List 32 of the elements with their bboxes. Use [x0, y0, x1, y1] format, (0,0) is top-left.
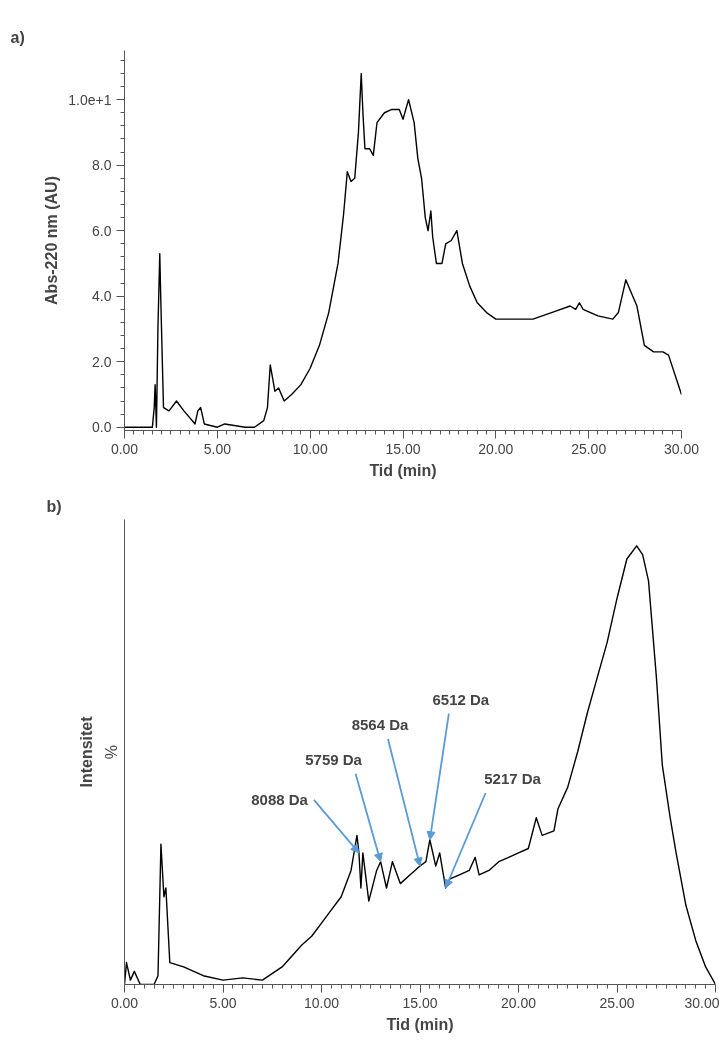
x-tick-label: 25.00: [599, 994, 635, 1011]
y-axis-title: Intensitet: [77, 715, 95, 788]
annotation: 8088 Da: [251, 791, 309, 809]
y-tick-label: 0.0: [92, 419, 112, 436]
annotation: 6512 Da: [432, 690, 490, 708]
x-tick-label: 10.00: [292, 440, 328, 457]
x-tick-label: 30.00: [684, 994, 719, 1011]
x-axis-title: Tid (min): [369, 461, 437, 479]
x-tick-label: 15.00: [385, 440, 421, 457]
chart-title: b): [46, 497, 62, 515]
x-tick-label: 5.00: [209, 994, 237, 1011]
y-axis-title: Abs-220 nm (AU): [43, 176, 61, 305]
y-tick-label: 6.0: [92, 222, 112, 239]
annotation: 5217 Da: [484, 769, 542, 787]
x-tick-label: 5.00: [203, 440, 232, 457]
y-tick-label: 2.0: [92, 353, 112, 370]
x-tick-label: 25.00: [571, 440, 607, 457]
chart-title: a): [10, 28, 25, 46]
x-tick-label: 10.00: [303, 994, 340, 1011]
x-tick-label: 30.00: [663, 440, 700, 457]
x-tick-label: 20.00: [478, 440, 514, 457]
x-axis-title: Tid (min): [386, 1015, 454, 1033]
y-tick-label: 1.0e+1: [68, 91, 112, 108]
y-tick-label: 4.0: [92, 288, 112, 305]
x-tick-label: 0.00: [110, 994, 139, 1011]
x-tick-label: 0.00: [110, 440, 139, 457]
x-tick-label: 20.00: [500, 994, 537, 1011]
text: %: [102, 744, 120, 760]
annotation: 5759 Da: [305, 750, 363, 768]
y-tick-label: 8.0: [92, 157, 112, 174]
annotation: 8564 Da: [351, 716, 410, 734]
x-tick-label: 15.00: [402, 994, 438, 1011]
